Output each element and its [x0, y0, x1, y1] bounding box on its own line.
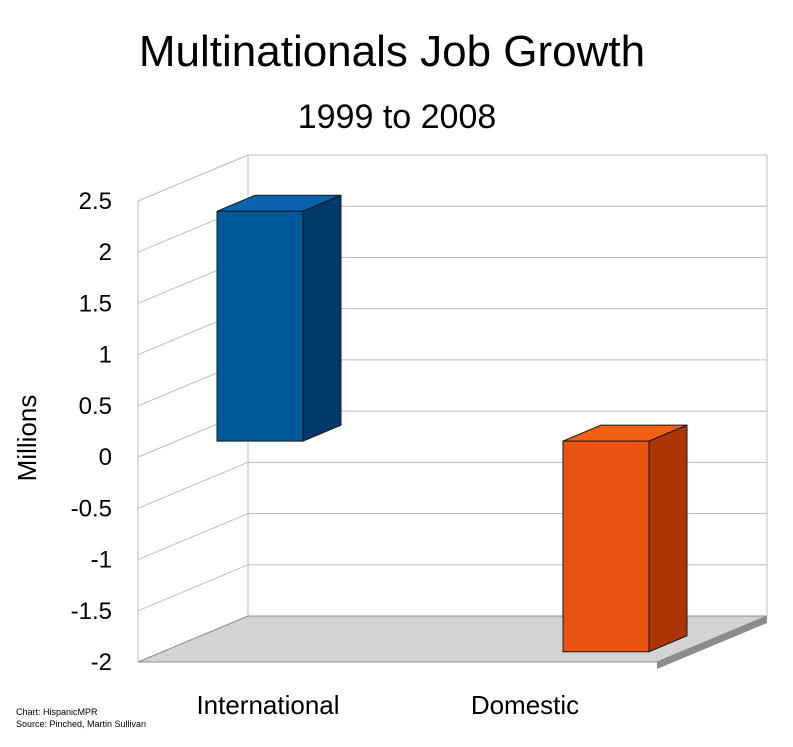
y-tick-label: 0: [99, 444, 112, 471]
y-tick-label: 0.5: [79, 393, 112, 420]
x-tick-label: Domestic: [471, 690, 579, 720]
y-tick-label: -0.5: [71, 495, 112, 522]
bar-international: [216, 194, 342, 442]
chart-title: Multinationals Job Growth: [139, 27, 645, 76]
chart-floor-edge: [657, 616, 767, 669]
x-tick-label: International: [196, 690, 339, 720]
bar-side: [648, 424, 688, 653]
y-tick-label: 2: [99, 239, 112, 266]
bar-front: [562, 440, 650, 653]
y-tick-label: 1: [99, 342, 112, 369]
bar-domestic: [562, 424, 688, 653]
x-axis: International Domestic: [196, 690, 579, 720]
y-tick-label: -1.5: [71, 598, 112, 625]
gridline-side: [137, 461, 249, 509]
y-tick-label: 1.5: [79, 290, 112, 317]
y-tick-label: -1: [91, 547, 112, 574]
gridline-side: [137, 564, 249, 612]
y-tick-label: 2.5: [79, 188, 112, 215]
bars: [216, 194, 688, 653]
gridline-side: [137, 154, 249, 202]
footer-source: Source: Pinched, Martin Sullivan: [16, 719, 146, 729]
footer-credit: Chart: HispanicMPR: [16, 707, 98, 717]
bar-side: [302, 194, 342, 442]
y-axis: 2.5 2 1.5 1 0.5 0 -0.5 -1 -1.5 -2: [71, 188, 112, 676]
gridline-side: [137, 513, 249, 561]
chart-subtitle: 1999 to 2008: [298, 98, 497, 136]
y-axis-label: Millions: [12, 395, 42, 482]
bar-front: [216, 210, 304, 442]
y-tick-label: -2: [91, 649, 112, 676]
